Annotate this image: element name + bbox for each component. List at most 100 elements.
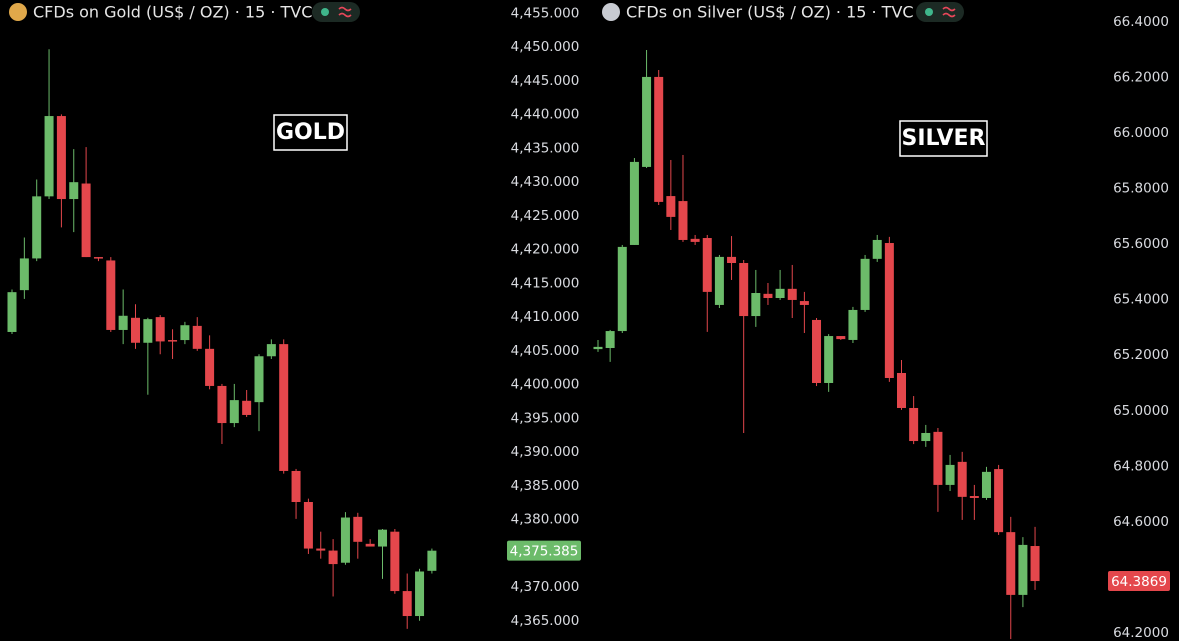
- annotation: GOLD: [276, 120, 345, 145]
- candle-body: [266, 344, 276, 357]
- candle-body: [353, 516, 363, 542]
- candle-body: [180, 325, 190, 341]
- candle-body: [168, 340, 178, 342]
- candle-body: [217, 385, 227, 424]
- candle-body: [969, 496, 979, 498]
- last-price-tag: [1108, 571, 1170, 592]
- candle-body: [155, 317, 165, 342]
- y-tick-label: 65.2000: [1113, 347, 1169, 363]
- candle-body: [242, 400, 252, 415]
- annotation-box: [273, 114, 348, 151]
- candle-body: [751, 293, 761, 317]
- candle-body: [44, 116, 54, 197]
- y-tick-label: 64.8000: [1113, 458, 1169, 474]
- candle-body: [143, 319, 153, 343]
- y-tick-label: 65.8000: [1113, 181, 1169, 197]
- candle-body: [378, 529, 387, 547]
- annotation-box: [899, 120, 988, 157]
- y-tick-label: 4,370.000: [511, 579, 580, 595]
- status-wave: [338, 6, 352, 18]
- gold-icon: [9, 3, 27, 21]
- y-tick-label: 4,400.000: [511, 377, 580, 393]
- y-tick-label: 4,420.000: [511, 242, 580, 258]
- candle-body: [921, 432, 931, 442]
- status-dot: [925, 8, 933, 16]
- y-tick-label: 4,385.000: [511, 478, 580, 494]
- candle-body: [714, 256, 724, 305]
- candle-body: [836, 336, 846, 340]
- status-wave: [942, 6, 956, 18]
- annotation: SILVER: [901, 126, 985, 151]
- candle-body: [56, 116, 66, 200]
- candle-body: [93, 257, 103, 259]
- y-tick-label: 4,395.000: [511, 410, 580, 426]
- candle-body: [1018, 544, 1028, 595]
- candle-body: [415, 571, 425, 617]
- candle-body: [799, 301, 809, 305]
- candle-body: [860, 258, 870, 310]
- last-price-tag: [507, 540, 581, 561]
- y-tick-label: 4,365.000: [511, 613, 580, 629]
- y-tick-label: 4,390.000: [511, 444, 580, 460]
- y-tick-label: 4,380.000: [511, 512, 580, 528]
- candle-body: [690, 238, 700, 242]
- candle-body: [106, 260, 116, 330]
- candle-body: [69, 182, 79, 200]
- candle-body: [957, 461, 967, 497]
- y-tick-label: 4,410.000: [511, 309, 580, 325]
- candle-body: [909, 407, 919, 442]
- y-tick-label: 64.6000: [1113, 514, 1169, 530]
- candle-body: [303, 502, 313, 549]
- candle-body: [897, 372, 906, 408]
- candle-body: [617, 246, 627, 332]
- candle-body: [678, 201, 688, 240]
- y-tick-label: 65.6000: [1113, 236, 1169, 252]
- y-tick-label: 65.4000: [1113, 292, 1169, 308]
- candle-body: [848, 309, 858, 340]
- y-tick-label: 66.2000: [1113, 69, 1169, 85]
- candle-body: [605, 331, 615, 348]
- candle-body: [884, 243, 894, 378]
- candle-body: [229, 400, 239, 424]
- candle-body: [205, 348, 215, 386]
- silver-header: CFDs on Silver (US$ / OZ) · 15 · TVC: [602, 2, 964, 22]
- last-price-label: 4,375.385: [510, 544, 579, 560]
- candle-body: [629, 161, 639, 245]
- candle-body: [824, 336, 834, 383]
- candle-body: [763, 293, 773, 299]
- candle-body: [666, 196, 676, 217]
- y-tick-label: 4,405.000: [511, 343, 580, 359]
- candle-body: [118, 315, 128, 330]
- candle-body: [365, 543, 375, 547]
- candle-body: [81, 183, 91, 258]
- candle-body: [933, 431, 943, 485]
- y-tick-label: 4,425.000: [511, 208, 580, 224]
- status-pill[interactable]: [312, 2, 360, 22]
- candle-body: [19, 258, 29, 291]
- candle-body: [787, 288, 797, 300]
- y-tick-label: 4,415.000: [511, 275, 580, 291]
- y-tick-label: 4,445.000: [511, 73, 580, 89]
- candle-body: [316, 548, 326, 551]
- candle-body: [593, 346, 603, 350]
- candle-body: [775, 288, 785, 299]
- candle-body: [402, 591, 412, 617]
- y-tick-label: 4,430.000: [511, 174, 580, 190]
- chart-title: CFDs on Silver (US$ / OZ) · 15 · TVC: [626, 3, 914, 22]
- candle-body: [654, 76, 664, 202]
- candle-body: [390, 531, 400, 592]
- candle-body: [32, 196, 42, 259]
- y-tick-label: 4,440.000: [511, 107, 580, 123]
- candle-body: [1006, 532, 1016, 595]
- candle-body: [7, 292, 17, 332]
- y-tick-label: 4,455.000: [511, 5, 580, 21]
- status-pill[interactable]: [916, 2, 964, 22]
- candle-body: [981, 471, 991, 498]
- candle-body: [945, 464, 955, 485]
- silver-icon: [602, 3, 620, 21]
- candle-body: [427, 550, 437, 571]
- candle-body: [254, 356, 264, 403]
- candle-body: [994, 469, 1004, 533]
- candle-body: [642, 76, 652, 167]
- y-tick-label: 65.0000: [1113, 403, 1169, 419]
